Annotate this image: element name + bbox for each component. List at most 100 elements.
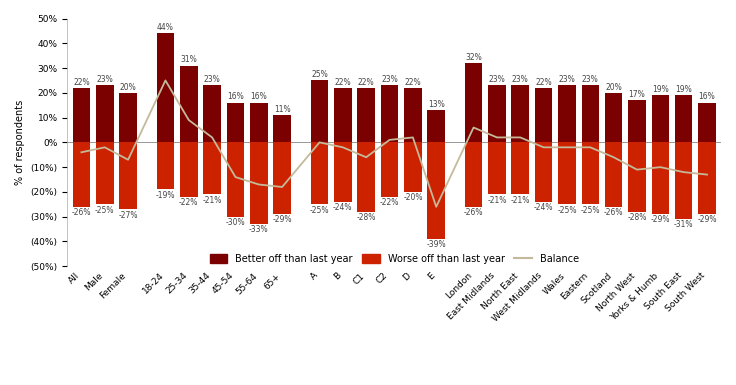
Bar: [675, 142, 693, 219]
Text: 32%: 32%: [465, 53, 482, 62]
Text: -22%: -22%: [380, 198, 399, 207]
Text: 22%: 22%: [358, 78, 375, 87]
Bar: [180, 142, 197, 197]
Text: 44%: 44%: [157, 23, 174, 32]
Bar: [119, 142, 137, 209]
Text: -24%: -24%: [333, 203, 353, 212]
Text: 23%: 23%: [489, 75, 506, 84]
Bar: [558, 142, 576, 204]
Text: -39%: -39%: [426, 240, 446, 249]
Bar: [119, 93, 137, 142]
Bar: [381, 142, 398, 197]
Bar: [698, 103, 715, 142]
Text: 22%: 22%: [335, 78, 351, 87]
Text: -26%: -26%: [604, 208, 623, 217]
Bar: [180, 65, 197, 142]
Text: 19%: 19%: [652, 85, 669, 94]
Bar: [381, 85, 398, 142]
Bar: [605, 142, 623, 207]
Bar: [512, 142, 529, 194]
Bar: [358, 142, 375, 212]
Text: -28%: -28%: [356, 213, 376, 222]
Bar: [535, 142, 552, 202]
Text: 20%: 20%: [605, 83, 622, 92]
Text: 23%: 23%: [559, 75, 576, 84]
Bar: [651, 142, 669, 214]
Bar: [404, 142, 422, 192]
Text: -29%: -29%: [697, 216, 717, 224]
Text: 13%: 13%: [428, 100, 445, 109]
Text: -26%: -26%: [71, 208, 91, 217]
Text: 23%: 23%: [204, 75, 221, 84]
Text: -25%: -25%: [95, 206, 115, 214]
Text: -25%: -25%: [581, 206, 600, 214]
Y-axis label: % of respondents: % of respondents: [15, 100, 25, 185]
Bar: [465, 142, 482, 207]
Bar: [273, 142, 291, 214]
Text: 22%: 22%: [535, 78, 552, 87]
Text: -29%: -29%: [272, 216, 292, 224]
Text: -19%: -19%: [156, 191, 175, 200]
Bar: [250, 103, 268, 142]
Text: -25%: -25%: [310, 206, 329, 214]
Bar: [428, 142, 445, 239]
Bar: [311, 142, 328, 204]
Text: -21%: -21%: [202, 196, 222, 205]
Bar: [698, 142, 715, 214]
Bar: [227, 103, 244, 142]
Bar: [311, 80, 328, 142]
Text: 22%: 22%: [405, 78, 421, 87]
Text: 23%: 23%: [96, 75, 113, 84]
Text: -26%: -26%: [464, 208, 484, 217]
Text: -27%: -27%: [118, 211, 138, 219]
Bar: [535, 88, 552, 142]
Text: -21%: -21%: [487, 196, 506, 205]
Text: -31%: -31%: [674, 221, 693, 229]
Text: 31%: 31%: [180, 55, 197, 64]
Text: 11%: 11%: [274, 105, 291, 114]
Bar: [465, 63, 482, 142]
Bar: [73, 142, 91, 207]
Text: -30%: -30%: [226, 218, 245, 227]
Bar: [512, 85, 529, 142]
Bar: [629, 100, 645, 142]
Bar: [581, 142, 599, 204]
Text: 22%: 22%: [73, 78, 90, 87]
Bar: [334, 88, 352, 142]
Text: 17%: 17%: [629, 90, 645, 99]
Text: -29%: -29%: [651, 216, 670, 224]
Bar: [488, 85, 506, 142]
Text: -20%: -20%: [403, 193, 422, 202]
Bar: [358, 88, 375, 142]
Text: 19%: 19%: [675, 85, 692, 94]
Bar: [203, 142, 221, 194]
Bar: [96, 85, 113, 142]
Text: -25%: -25%: [557, 206, 577, 214]
Text: -22%: -22%: [179, 198, 199, 207]
Bar: [203, 85, 221, 142]
Text: 25%: 25%: [311, 70, 328, 79]
Bar: [157, 142, 174, 189]
Text: -33%: -33%: [249, 225, 269, 234]
Bar: [629, 142, 645, 212]
Bar: [250, 142, 268, 224]
Bar: [581, 85, 599, 142]
Bar: [334, 142, 352, 202]
Text: 23%: 23%: [381, 75, 398, 84]
Text: -28%: -28%: [627, 213, 647, 222]
Legend: Better off than last year, Worse off than last year, Balance: Better off than last year, Worse off tha…: [210, 254, 578, 264]
Bar: [488, 142, 506, 194]
Bar: [273, 115, 291, 142]
Bar: [73, 88, 91, 142]
Text: 23%: 23%: [582, 75, 598, 84]
Bar: [227, 142, 244, 217]
Bar: [675, 95, 693, 142]
Text: 16%: 16%: [698, 92, 715, 102]
Bar: [404, 88, 422, 142]
Bar: [605, 93, 623, 142]
Text: -21%: -21%: [511, 196, 530, 205]
Text: 20%: 20%: [120, 83, 136, 92]
Bar: [558, 85, 576, 142]
Text: 16%: 16%: [250, 92, 267, 102]
Bar: [428, 110, 445, 142]
